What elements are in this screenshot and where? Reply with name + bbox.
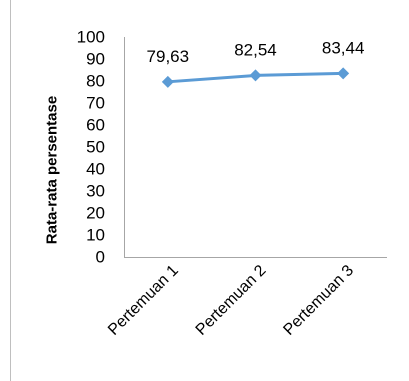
x-axis-category-labels: Pertemuan 1 Pertemuan 2 Pertemuan 3	[105, 262, 357, 339]
y-tick-label: 0	[96, 248, 105, 267]
data-point-marker	[337, 67, 350, 80]
y-tick-label: 40	[86, 160, 105, 179]
y-tick-label: 100	[77, 28, 105, 47]
series-line-group: 79,63 82,54 83,44	[147, 38, 365, 88]
y-axis-title: Rata-rata persentase	[44, 96, 61, 244]
data-point-marker	[161, 75, 174, 88]
x-category-label: Pertemuan 2	[193, 262, 270, 339]
y-tick-label: 50	[86, 138, 105, 157]
y-tick-label: 60	[86, 116, 105, 135]
y-tick-label: 80	[86, 72, 105, 91]
y-axis-tick-labels: 0 10 20 30 40 50 60 70 80 90 100	[77, 28, 105, 267]
data-label: 82,54	[234, 40, 277, 59]
data-label: 79,63	[147, 47, 190, 66]
data-label: 83,44	[322, 38, 365, 57]
y-tick-label: 30	[86, 182, 105, 201]
data-point-marker	[249, 69, 262, 82]
x-category-label: Pertemuan 3	[280, 262, 357, 339]
y-tick-label: 10	[86, 226, 105, 245]
y-tick-label: 90	[86, 50, 105, 69]
y-tick-label: 20	[86, 204, 105, 223]
y-tick-label: 70	[86, 94, 105, 113]
x-category-label: Pertemuan 1	[105, 262, 182, 339]
